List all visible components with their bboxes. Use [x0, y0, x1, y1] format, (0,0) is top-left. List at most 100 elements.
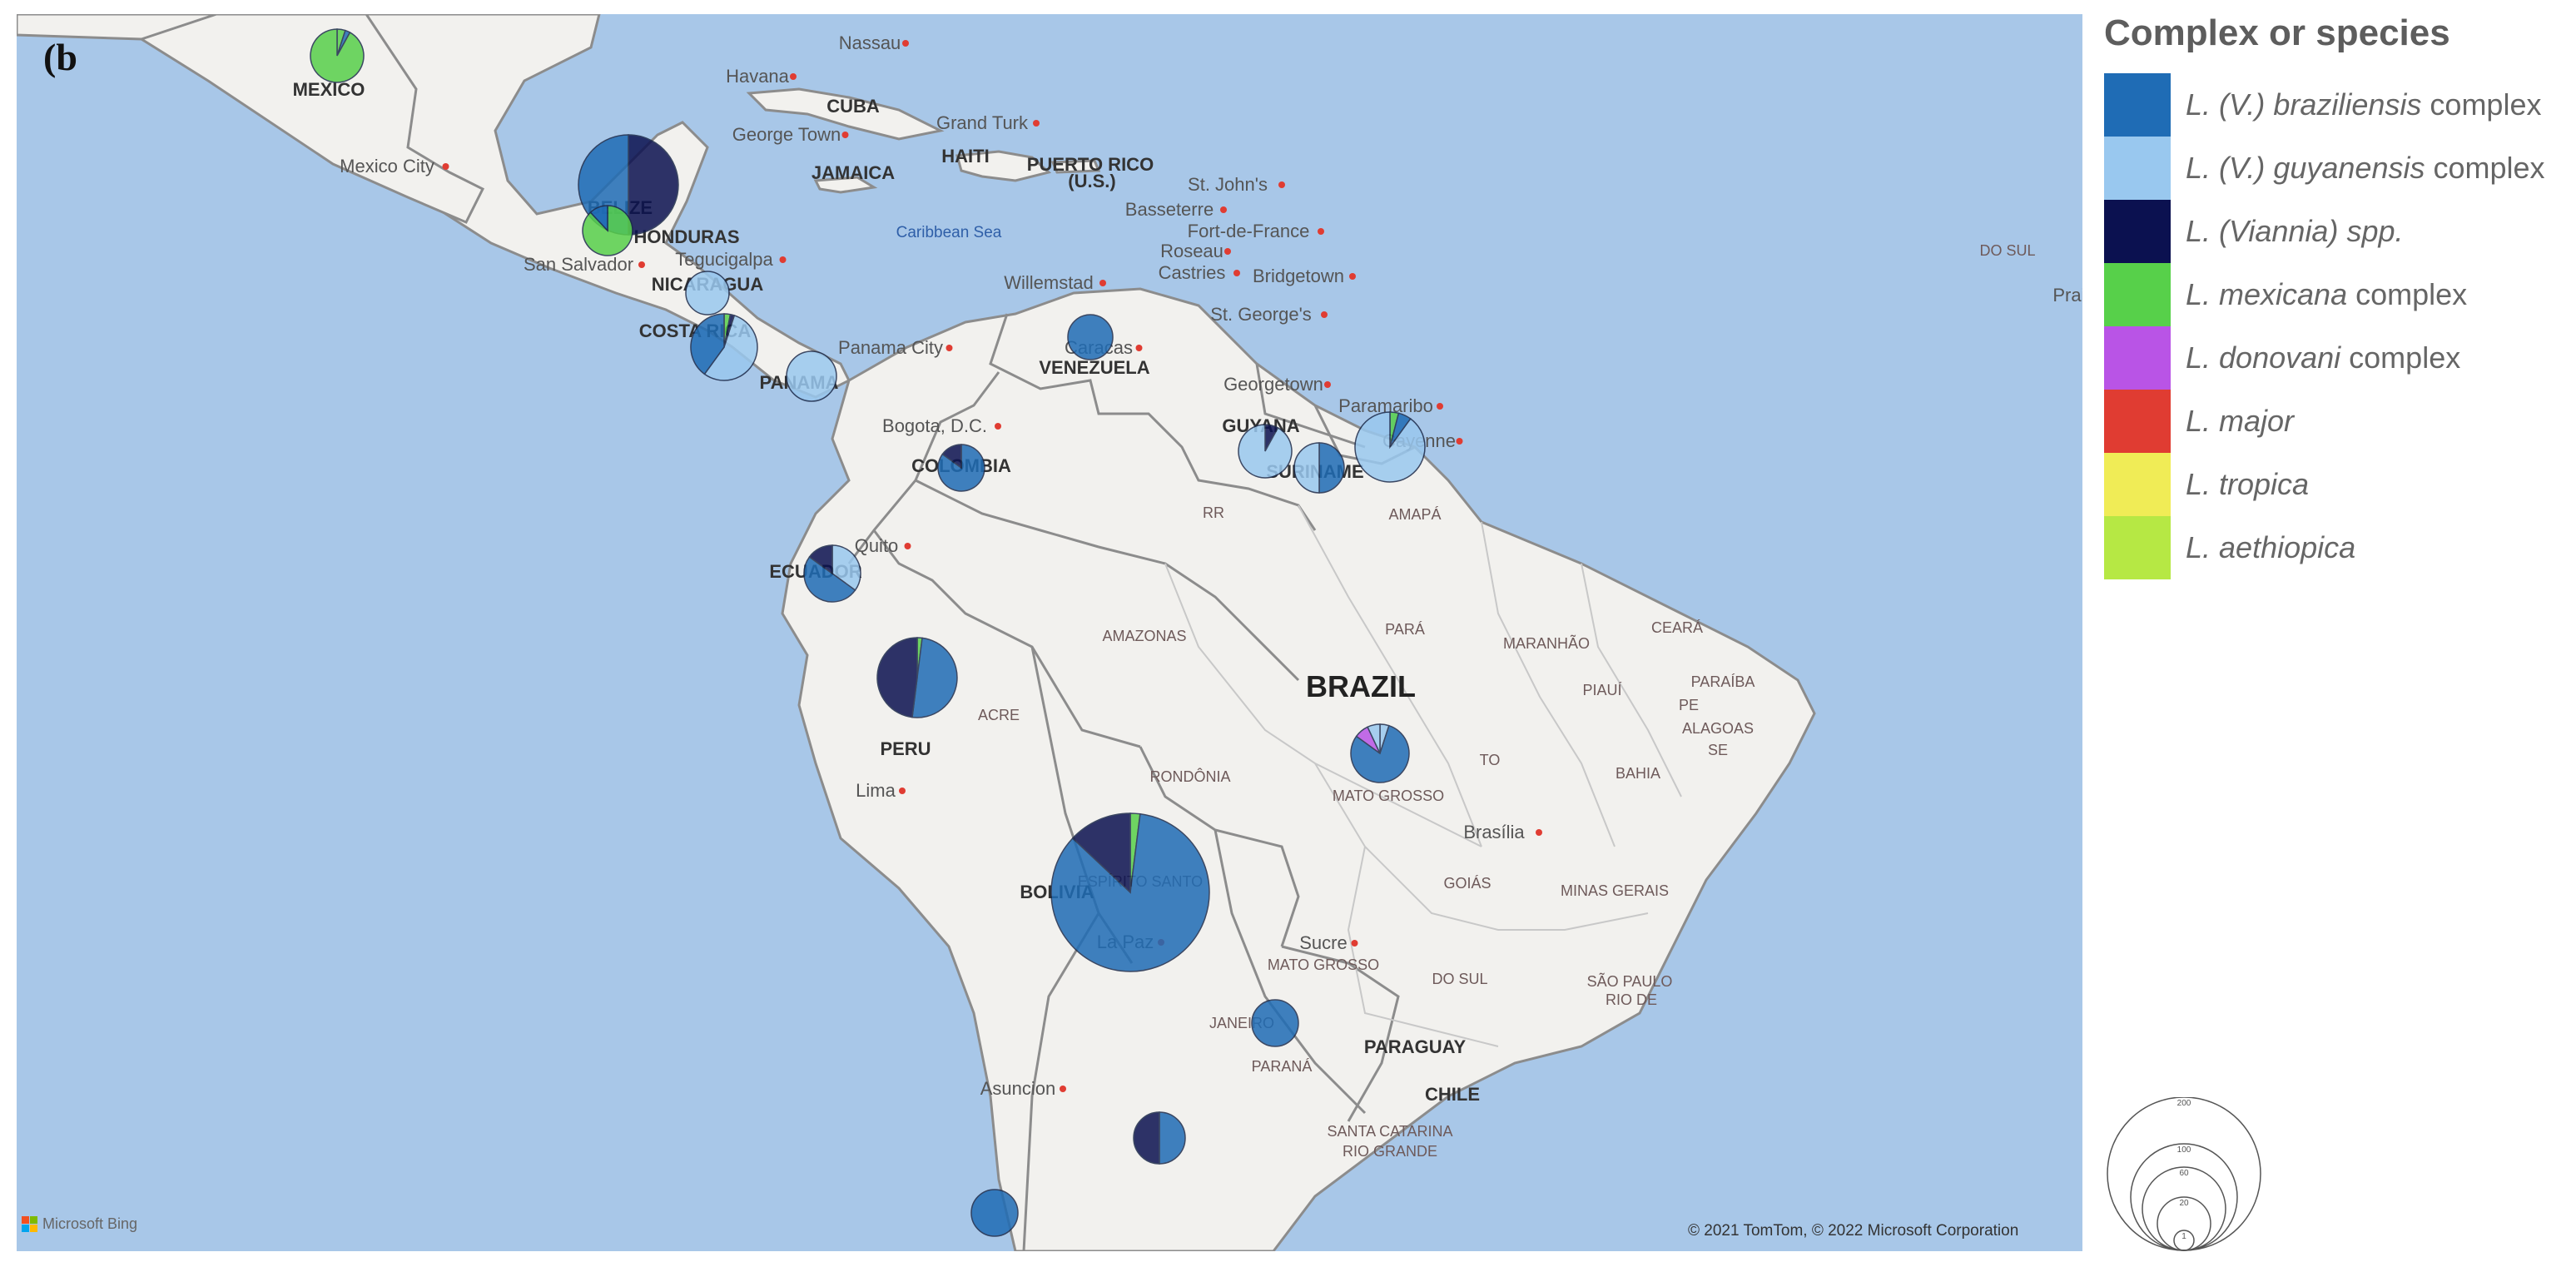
city-dot — [995, 423, 1001, 430]
map-label-state: PARANÁ — [1252, 1058, 1313, 1075]
city-dot — [1351, 940, 1358, 947]
map-label-state: CEARÁ — [1651, 619, 1703, 636]
map-label-city: Basseterre — [1125, 199, 1214, 220]
pie-costa-rica[interactable] — [690, 313, 758, 381]
map-label-country: MEXICO — [293, 79, 365, 100]
legend-suffix: complex — [2340, 340, 2461, 375]
map-label-state: RONDÔNIA — [1149, 768, 1230, 785]
legend-suffix: complex — [2425, 151, 2545, 185]
pie-nicaragua[interactable] — [685, 271, 730, 316]
pie-slice — [1071, 812, 1131, 894]
pie-argentina[interactable] — [1133, 1111, 1186, 1165]
pie-slice — [1318, 442, 1345, 494]
map-label-country: PUERTO RICO — [1027, 154, 1154, 175]
city-dot — [442, 163, 449, 170]
pie-slice — [911, 637, 958, 718]
legend-item: L. (Viannia) spp. — [2104, 200, 2570, 263]
map-view[interactable]: MEXICO Mexico City Havana CUBA Nassau George … — [17, 14, 2082, 1251]
size-legend: 200 100 60 20 1 — [2104, 1096, 2271, 1260]
legend-swatch — [2104, 453, 2171, 516]
legend-label: L. tropica — [2186, 467, 2309, 502]
legend-item: L. donovani complex — [2104, 326, 2570, 390]
pie-venezuela[interactable] — [1067, 314, 1114, 360]
legend-swatch — [2104, 326, 2171, 390]
map-label-state: MATO GROSSO — [1268, 956, 1379, 973]
map-label-state: MARANHÃO — [1503, 634, 1590, 652]
map-label-state: BAHIA — [1616, 765, 1660, 782]
map-label-state: GOIÁS — [1443, 875, 1491, 892]
pie-slice — [589, 205, 608, 232]
size-label: 1 — [2181, 1232, 2186, 1241]
pie-guatemala[interactable] — [582, 205, 633, 256]
map-label-city: Bridgetown — [1253, 266, 1344, 286]
land-mexico-west — [138, 14, 485, 224]
city-dot — [904, 543, 911, 549]
map-label-state: SANTA CATARINA — [1327, 1123, 1452, 1140]
pie-slice — [703, 315, 758, 381]
pie-chile-south[interactable] — [970, 1189, 1019, 1237]
legend-species-name: L. (V.) guyanensis — [2186, 151, 2425, 185]
pie-slice — [1133, 1111, 1160, 1165]
pie-slice — [1238, 424, 1293, 479]
map-label-city: San Salvador — [524, 254, 633, 275]
pie-ecuador[interactable] — [803, 544, 861, 603]
pie-slice — [1159, 1111, 1186, 1165]
pie-brazil[interactable] — [1350, 723, 1410, 783]
city-dot — [1060, 1086, 1066, 1092]
pie-peru[interactable] — [876, 637, 958, 718]
city-dot — [1321, 311, 1328, 318]
map-label-state: PIAUÍ — [1582, 682, 1621, 698]
bing-text: Microsoft Bing — [42, 1215, 138, 1232]
size-label: 60 — [2179, 1169, 2189, 1178]
legend-label: L. donovani complex — [2186, 340, 2460, 375]
city-dot — [1278, 181, 1285, 188]
city-dot — [1437, 403, 1443, 410]
map-label-city: Asuncion — [980, 1078, 1056, 1099]
map-label-city: Panama City — [838, 337, 943, 358]
map-label-state: DO SUL — [1979, 242, 2035, 259]
pie-paraguay[interactable] — [1251, 999, 1299, 1047]
pie-french-guiana[interactable] — [1354, 411, 1426, 483]
map-label-state: AMAZONAS — [1102, 628, 1186, 644]
city-dot — [1324, 381, 1331, 388]
pie-slice — [690, 313, 725, 375]
pie-suriname[interactable] — [1293, 442, 1345, 494]
microsoft-logo-icon — [22, 1216, 37, 1232]
map-label-state: MINAS GERAIS — [1561, 882, 1669, 899]
city-dot — [790, 73, 797, 80]
legend-item: L. (V.) guyanensis complex — [2104, 137, 2570, 200]
pie-colombia[interactable] — [937, 444, 985, 492]
legend-label: L. major — [2186, 404, 2294, 439]
map-label-state: ACRE — [978, 707, 1020, 723]
map-label-state: MATO GROSSO — [1333, 788, 1444, 804]
city-dot — [902, 40, 909, 47]
pie-slice — [1367, 723, 1381, 754]
legend-swatch — [2104, 390, 2171, 453]
pie-slice — [1067, 314, 1114, 360]
city-dot — [1233, 270, 1240, 276]
legend: Complex or species L. (V.) braziliensis … — [2104, 10, 2570, 579]
pie-panama[interactable] — [786, 350, 837, 402]
map-label-city: Bogota, D.C. — [882, 415, 987, 436]
pie-guyana[interactable] — [1238, 424, 1293, 479]
pie-slice — [876, 637, 918, 718]
map-copyright: © 2021 TomTom, © 2022 Microsoft Corporat… — [1688, 1222, 2019, 1240]
map-label-big: BRAZIL — [1306, 669, 1416, 703]
pie-mexico[interactable] — [310, 28, 365, 83]
legend-swatch — [2104, 137, 2171, 200]
size-label: 200 — [2177, 1099, 2191, 1108]
map-label-state: AMAPÁ — [1388, 506, 1441, 523]
city-dot — [638, 261, 645, 268]
map-label-city: Quito — [855, 535, 899, 556]
map-label-state: TO — [1480, 752, 1501, 768]
bing-attribution: Microsoft Bing — [22, 1215, 137, 1233]
pie-bolivia[interactable] — [1050, 812, 1210, 972]
legend-species-name: L. donovani — [2186, 340, 2341, 375]
pie-slice — [1293, 442, 1320, 494]
map-label-country: VENEZUELA — [1039, 357, 1149, 378]
legend-label: L. (Viannia) spp. — [2186, 214, 2404, 249]
map-label-city: Nassau — [839, 32, 901, 53]
legend-label: L. (V.) braziliensis complex — [2186, 87, 2541, 122]
land-hispaniola — [955, 150, 1052, 182]
map-label-city: Praia — [2052, 285, 2082, 306]
